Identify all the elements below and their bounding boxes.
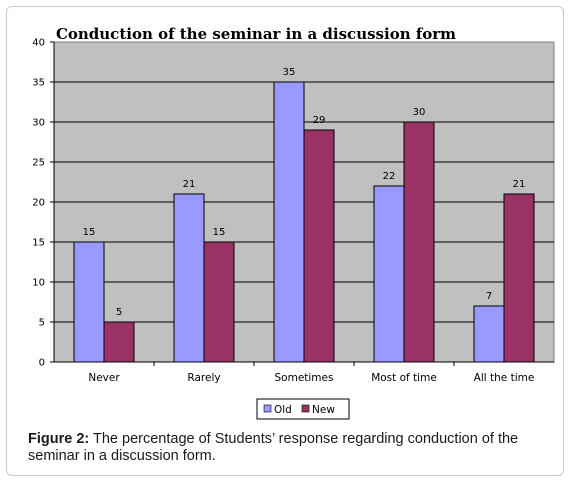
bar-new — [503, 193, 535, 363]
y-axis: 0 5 10 15 20 25 30 35 40 — [32, 38, 55, 369]
y-tick-label: 25 — [32, 158, 45, 169]
bar-old — [273, 81, 305, 363]
bar-old — [173, 193, 205, 363]
y-tick-label: 15 — [32, 238, 45, 249]
y-tick-label: 35 — [32, 78, 45, 89]
data-label-new: 29 — [313, 115, 326, 126]
data-label-old: 35 — [283, 67, 296, 78]
chart-title: Conduction of the seminar in a discussio… — [56, 25, 456, 43]
legend-swatch-new — [301, 404, 310, 413]
bar-new — [103, 321, 135, 363]
bar-old — [373, 185, 405, 363]
x-tick-label: Rarely — [187, 372, 220, 384]
data-label-new: 21 — [513, 179, 526, 190]
legend-swatch-old — [263, 404, 272, 413]
bar-new — [203, 241, 235, 363]
bar-chart: Conduction of the seminar in a discussio… — [32, 25, 555, 420]
x-tick-label: Most of time — [371, 372, 437, 384]
figure-caption: Figure 2: The percentage of Students’ re… — [28, 431, 558, 465]
bars: 15 5 21 15 35 29 22 30 7 21 — [73, 67, 535, 363]
legend: Old New — [256, 398, 350, 420]
x-tick-label: All the time — [474, 372, 535, 384]
x-axis: Never Rarely Sometimes Most of time All the … — [54, 361, 554, 384]
y-tick-label: 20 — [32, 198, 45, 209]
caption-label: Figure 2: — [28, 431, 90, 447]
legend-label-old: Old — [274, 404, 292, 416]
x-tick-label: Sometimes — [275, 372, 334, 384]
data-label-old: 21 — [183, 179, 196, 190]
legend-label-new: New — [312, 404, 335, 416]
y-tick-label: 40 — [32, 38, 45, 49]
caption-text: The percentage of Students’ response reg… — [28, 431, 519, 464]
data-label-new: 5 — [116, 307, 122, 318]
data-label-old: 7 — [486, 291, 492, 302]
data-label-new: 15 — [213, 227, 226, 238]
x-tick-label: Never — [88, 372, 120, 384]
bar-old — [73, 241, 105, 363]
y-tick-label: 5 — [39, 318, 45, 329]
y-tick-label: 10 — [32, 278, 45, 289]
y-tick-label: 0 — [39, 358, 45, 369]
bar-new — [303, 129, 335, 363]
bar-new — [403, 121, 435, 363]
data-label-old: 22 — [383, 171, 396, 182]
data-label-new: 30 — [413, 107, 426, 118]
bar-old — [473, 305, 505, 363]
data-label-old: 15 — [83, 227, 96, 238]
y-tick-label: 30 — [32, 118, 45, 129]
